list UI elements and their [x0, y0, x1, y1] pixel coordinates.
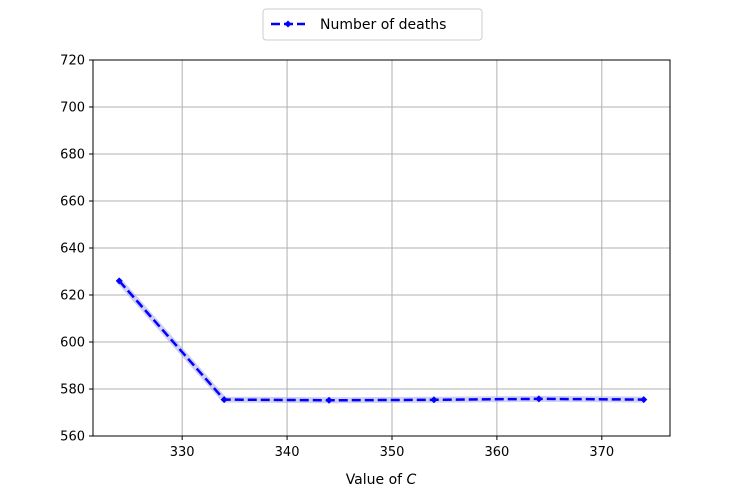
y-axis-ticks: 560 580 600 620 640 660 680 700 720 [60, 54, 93, 445]
y-tick-label: 600 [60, 336, 85, 351]
y-tick-label: 700 [60, 101, 85, 116]
data-point-marker [430, 396, 438, 404]
y-tick-label: 720 [60, 54, 85, 69]
y-tick-label: 640 [60, 242, 85, 257]
data-point-marker [325, 396, 333, 404]
legend: Number of deaths [262, 8, 483, 41]
y-tick-label: 580 [60, 383, 85, 398]
x-tick-label: 370 [589, 445, 614, 460]
x-axis-label-prefix: Value of [346, 472, 407, 488]
legend-label: Number of deaths [320, 17, 446, 33]
x-axis-label: Value of C [346, 472, 417, 488]
y-tick-label: 660 [60, 195, 85, 210]
y-tick-label: 560 [60, 430, 85, 445]
x-tick-label: 360 [484, 445, 509, 460]
x-tick-label: 330 [170, 445, 195, 460]
data-point-marker [220, 396, 228, 404]
y-tick-label: 680 [60, 148, 85, 163]
data-point-marker [115, 277, 123, 285]
x-axis-label-variable: C [407, 472, 417, 488]
x-tick-label: 350 [380, 445, 405, 460]
legend-marker-sample [284, 20, 292, 28]
series-line [118, 280, 644, 402]
data-point-marker [535, 395, 543, 403]
y-tick-label: 620 [60, 289, 85, 304]
x-axis-ticks: 330 340 350 360 370 [170, 436, 614, 460]
series-layer [115, 277, 648, 404]
x-tick-label: 340 [275, 445, 300, 460]
data-point-marker [640, 396, 648, 404]
legend-box [262, 8, 483, 41]
